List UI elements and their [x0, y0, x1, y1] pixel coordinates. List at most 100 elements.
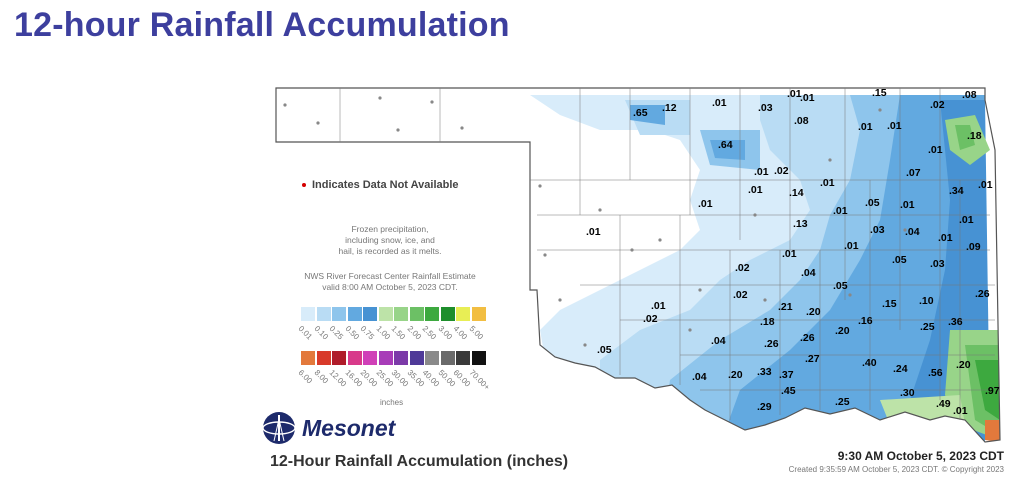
station-value: .26	[800, 332, 815, 344]
scale-swatch	[393, 350, 409, 366]
station-value: .24	[893, 363, 908, 375]
scale-unit-label: inches	[380, 398, 404, 407]
station-value: .27	[805, 353, 820, 365]
nws-note-line: NWS River Forecast Center Rainfall Estim…	[304, 271, 476, 281]
scale-swatch	[424, 306, 440, 322]
station-value: .97	[985, 385, 1000, 397]
station-value: .01	[833, 205, 848, 217]
station-value: .15	[872, 87, 887, 99]
station-value: .01	[651, 300, 666, 312]
station-value: .05	[833, 280, 848, 292]
station-dots	[283, 96, 907, 347]
scale-swatch	[393, 306, 409, 322]
scale-swatch	[408, 306, 425, 322]
station-value: .01	[586, 226, 601, 238]
scale-swatch	[455, 306, 471, 322]
station-value: .02	[643, 313, 658, 325]
scale-swatch	[315, 306, 332, 322]
station-value: .21	[778, 301, 793, 313]
page-title: 12-hour Rainfall Accumulation	[14, 6, 510, 44]
station-value: .49	[936, 398, 951, 410]
mesonet-tower-icon	[262, 412, 296, 444]
station-value: .01	[754, 166, 769, 178]
scale-swatch	[315, 350, 332, 366]
station-value: .02	[733, 289, 748, 301]
scale-swatch	[424, 350, 440, 366]
station-value: .04	[692, 371, 707, 383]
station-value: .12	[662, 102, 677, 114]
scale-swatch	[470, 350, 487, 366]
frozen-note-line: hail, is recorded as it melts.	[338, 246, 442, 256]
station-value: .20	[835, 325, 850, 337]
scale-swatch	[362, 350, 378, 366]
station-value: .20	[728, 369, 743, 381]
station-value: .01	[800, 92, 815, 104]
station-value: .03	[930, 258, 945, 270]
scale-swatch	[377, 306, 394, 322]
scale-swatch	[300, 350, 316, 366]
station-value: .16	[858, 315, 873, 327]
station-value: .03	[870, 224, 885, 236]
station-value: .01	[953, 405, 968, 417]
station-value: .25	[920, 321, 935, 333]
station-value: .08	[794, 115, 809, 127]
station-value: .07	[906, 167, 921, 179]
station-value: .14	[789, 187, 804, 199]
scale-swatch	[346, 350, 363, 366]
station-value: .01	[698, 198, 713, 210]
station-value: .33	[757, 366, 772, 378]
station-value: .65	[633, 107, 648, 119]
station-value: .18	[760, 316, 775, 328]
station-value: .02	[735, 262, 750, 274]
frozen-note-line: including snow, ice, and	[345, 235, 435, 245]
station-value: .01	[959, 214, 974, 226]
station-value: .13	[793, 218, 808, 230]
station-value: .05	[865, 197, 880, 209]
scale-swatch	[455, 350, 471, 366]
station-value: .01	[820, 177, 835, 189]
station-value: .40	[862, 357, 877, 369]
station-value: .20	[806, 306, 821, 318]
station-value: .30	[900, 387, 915, 399]
map-subtitle: 12-Hour Rainfall Accumulation (inches)	[270, 453, 569, 470]
mesonet-logo: Mesonet	[262, 411, 395, 445]
station-value: .01	[900, 199, 915, 211]
station-value: .01	[782, 248, 797, 260]
station-value: .37	[779, 369, 794, 381]
nws-note-line: valid 8:00 AM October 5, 2023 CDT.	[322, 282, 458, 292]
frozen-note-line: Frozen precipitation,	[351, 224, 429, 234]
county-lines	[339, 88, 995, 420]
station-value: .10	[919, 295, 934, 307]
scale-swatch	[439, 350, 456, 366]
station-value: .04	[905, 226, 920, 238]
station-value: .01	[712, 97, 727, 109]
station-value: .01	[844, 240, 859, 252]
missing-data-legend: Indicates Data Not Available	[302, 179, 459, 191]
missing-data-label: Indicates Data Not Available	[312, 179, 459, 191]
frozen-precip-note: Frozen precipitation, including snow, ic…	[300, 224, 480, 257]
station-value: .18	[967, 130, 982, 142]
logo-text: Mesonet	[302, 414, 396, 441]
station-value: .26	[975, 288, 990, 300]
scale-swatch	[331, 306, 347, 322]
station-value: .26	[764, 338, 779, 350]
scale-swatch	[300, 306, 316, 322]
station-value: .01	[748, 184, 763, 196]
scale-swatch	[377, 350, 394, 366]
scale-swatch	[331, 350, 347, 366]
station-value: .01	[938, 232, 953, 244]
valid-time: 9:30 AM October 5, 2023 CDT	[837, 449, 1004, 463]
nws-note: NWS River Forecast Center Rainfall Estim…	[290, 271, 490, 293]
scale-swatch	[408, 350, 425, 366]
station-values: .65.12.01.03.01.01.15.02.08.08.01.01.18.…	[586, 87, 1000, 417]
scale-swatch	[439, 306, 456, 322]
station-value: .64	[718, 139, 733, 151]
station-value: .05	[892, 254, 907, 266]
station-value: .08	[962, 89, 977, 101]
station-value: .29	[757, 401, 772, 413]
station-value: .01	[787, 88, 802, 100]
station-value: .01	[858, 121, 873, 133]
station-value: .36	[948, 316, 963, 328]
station-value: .05	[597, 344, 612, 356]
